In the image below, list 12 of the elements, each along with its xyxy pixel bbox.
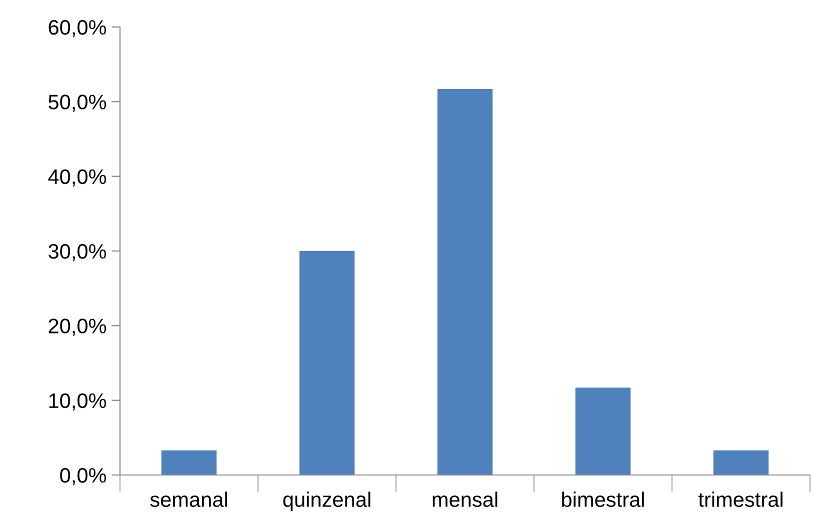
y-tick-label: 60,0% (48, 20, 106, 38)
y-tick-label: 50,0% (48, 94, 106, 112)
x-tick-label: semanal (150, 492, 227, 507)
y-tick-label: 20,0% (48, 318, 106, 336)
y-tick-label: 10,0% (49, 393, 106, 411)
x-tick-label: bimestral (562, 492, 644, 507)
x-tick-label: quinzenal (283, 492, 370, 512)
y-tick-label: 30,0% (48, 244, 106, 262)
x-tick-label: trimestral (698, 492, 782, 507)
y-tick-label: 40,0% (48, 169, 106, 187)
x-tick-label: mensal (432, 492, 498, 507)
y-tick-label: 0,0% (60, 468, 106, 486)
